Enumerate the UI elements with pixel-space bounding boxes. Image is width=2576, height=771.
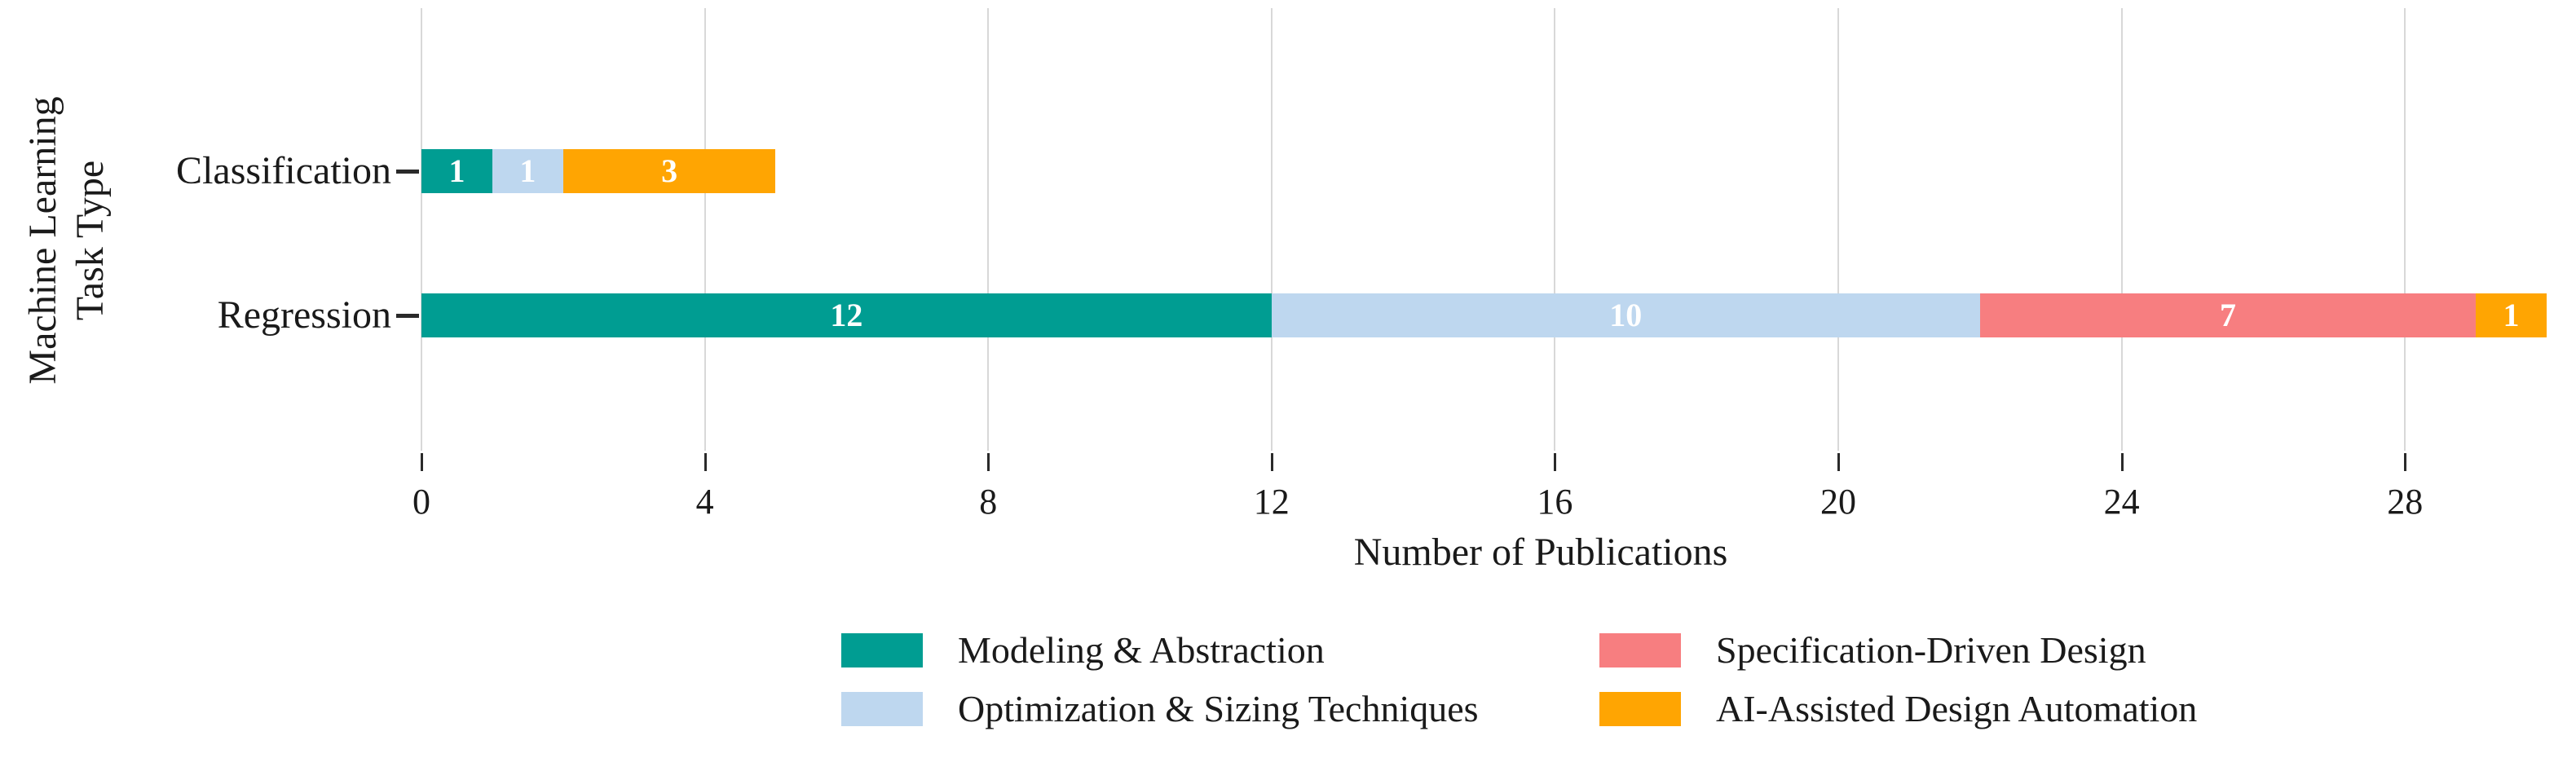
bar-segment: 12	[421, 293, 1272, 337]
legend-swatch	[1599, 692, 1681, 726]
x-tick-12	[1270, 453, 1273, 471]
x-tick-label-4: 4	[695, 482, 714, 522]
category-label-classification: Classification	[176, 149, 391, 192]
x-tick-label-16: 16	[1537, 482, 1573, 522]
gridline-x-12	[1270, 8, 1273, 451]
legend-swatch	[1599, 633, 1681, 667]
x-tick-24	[2120, 453, 2124, 471]
x-tick-label-8: 8	[979, 482, 998, 522]
gridline-x-28	[2404, 8, 2406, 451]
gridline-x-4	[704, 8, 706, 451]
bar-segment: 1	[2476, 293, 2547, 337]
bar-value-label: 10	[1609, 297, 1643, 333]
x-tick-8	[987, 453, 990, 471]
bar-segment: 7	[1979, 293, 2477, 337]
bar-value-label: 1	[519, 152, 536, 189]
legend-label: Modeling & Abstraction	[958, 629, 1325, 671]
gridline-x-8	[987, 8, 990, 451]
legend-label: Optimization & Sizing Techniques	[958, 688, 1479, 729]
legend-swatch	[841, 692, 923, 726]
bar-segment: 1	[492, 149, 563, 193]
x-tick-label-20: 20	[1820, 482, 1856, 522]
legend-item: AI-Assisted Design Automation	[1599, 688, 2198, 729]
gridline-x-24	[2120, 8, 2123, 451]
x-tick-label-12: 12	[1253, 482, 1290, 522]
gridline-x-0	[421, 8, 422, 451]
category-label-regression: Regression	[217, 293, 391, 337]
x-tick-4	[704, 453, 707, 471]
bar-value-label: 7	[2219, 297, 2236, 333]
bar-segment: 1	[421, 149, 492, 193]
legend-label: AI-Assisted Design Automation	[1716, 688, 2198, 729]
x-axis-title: Number of Publications	[1353, 531, 1728, 574]
legend-item: Specification-Driven Design	[1599, 629, 2146, 671]
legend-item: Optimization & Sizing Techniques	[841, 688, 1479, 729]
bar-value-label: 1	[2503, 297, 2520, 333]
x-tick-0	[421, 453, 423, 471]
bar-value-label: 3	[661, 152, 678, 189]
x-tick-28	[2404, 453, 2407, 471]
x-tick-label-28: 28	[2387, 482, 2424, 522]
x-tick-label-0: 0	[412, 482, 430, 522]
y-axis-title-line1: Machine Learning	[21, 96, 64, 385]
y-axis-title: Machine Learning Task Type	[20, 96, 114, 384]
y-tick-classification	[396, 169, 419, 174]
x-tick-16	[1554, 453, 1557, 471]
legend-item: Modeling & Abstraction	[841, 629, 1325, 671]
x-tick-label-24: 24	[2103, 482, 2140, 522]
bar-value-label: 1	[448, 152, 465, 189]
legend-swatch	[841, 633, 923, 667]
gridline-x-16	[1554, 8, 1556, 451]
bar-segment: 3	[562, 149, 776, 193]
y-tick-regression	[396, 313, 419, 318]
x-tick-20	[1837, 453, 1840, 471]
gridline-x-20	[1837, 8, 1839, 451]
legend-label: Specification-Driven Design	[1716, 629, 2146, 671]
bar-segment: 10	[1271, 293, 1980, 337]
bar-value-label: 12	[830, 297, 863, 333]
y-axis-title-line2: Task Type	[68, 160, 112, 321]
